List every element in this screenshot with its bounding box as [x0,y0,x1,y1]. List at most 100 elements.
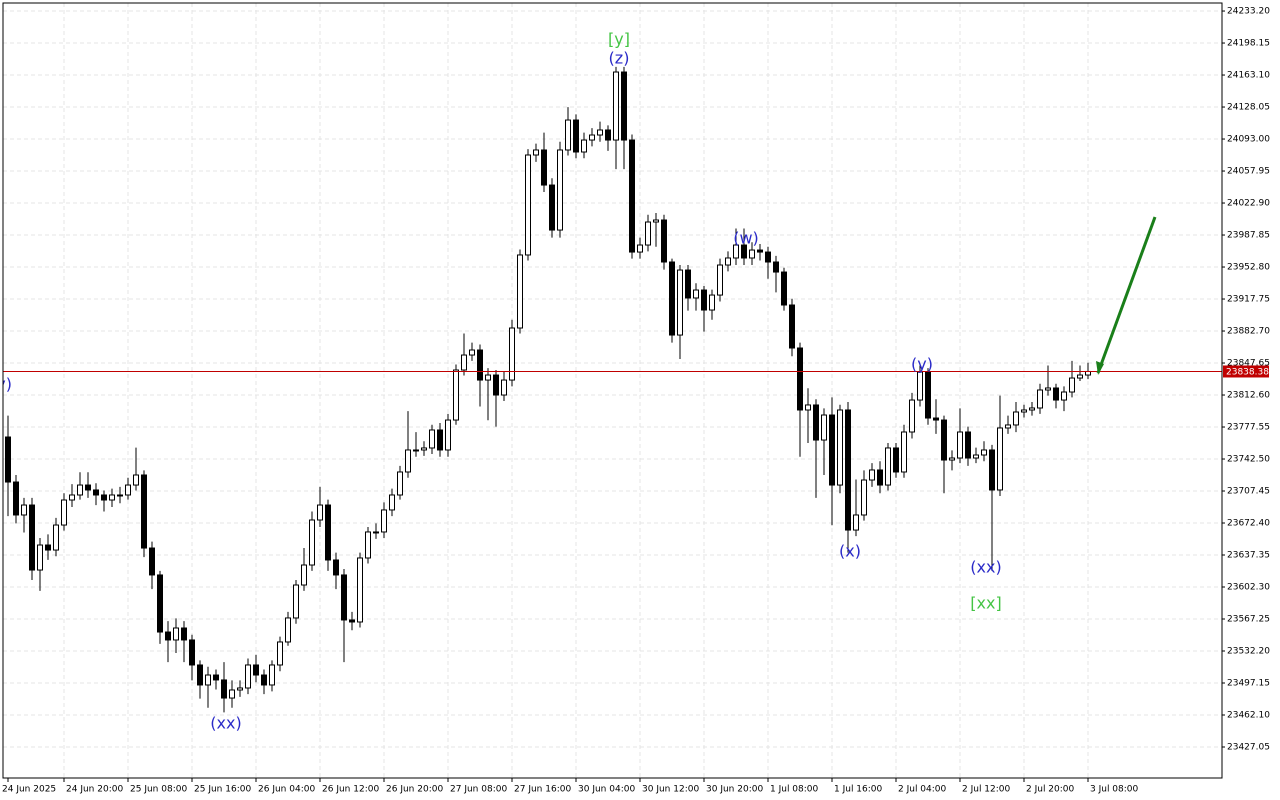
candle-body [981,449,987,456]
candle-body [557,149,563,231]
candle-body [637,244,643,253]
candle-body [589,134,595,141]
candle-body [997,427,1003,491]
candle-body [773,261,779,273]
y-tick-label: 24057.95 [1227,167,1270,177]
candle-body [109,494,115,501]
candle-body [77,484,83,496]
y-tick-label: 23847.65 [1227,359,1270,369]
candle-body [909,399,915,433]
candle-body [1029,407,1035,411]
candle-body [565,119,571,151]
candle-body [701,289,707,311]
y-tick-label: 23987.85 [1227,231,1270,241]
candle-body [917,371,923,401]
wave-label: (y) [911,355,933,374]
candle-body [405,449,411,473]
candle-body [389,494,395,511]
candle-body [141,474,147,549]
x-tick-label: 2 Jul 12:00 [962,785,1011,795]
candle-body [789,304,795,349]
candle-body [325,504,331,561]
candle-body [341,574,347,621]
candle-body [285,617,291,643]
candle-body [469,349,475,356]
wave-label: (xx) [210,714,241,733]
candle-body [1053,387,1059,401]
y-tick-label: 24093.00 [1227,135,1270,145]
candle-body [709,294,715,311]
forecast-arrow-head [1096,361,1104,375]
candle-body [613,71,619,141]
candle-body [525,154,531,256]
candle-body [357,557,363,623]
x-tick-label: 30 Jun 04:00 [578,785,635,795]
candle-body [621,71,627,141]
y-tick-label: 23462.10 [1227,711,1270,721]
candle-body [661,219,667,263]
candle-body [85,484,91,491]
candle-body [581,139,587,153]
candle-body [509,327,515,381]
candle-body [901,431,907,473]
candle-body [533,149,539,156]
candle-body [685,269,691,299]
y-tick-label: 24233.20 [1227,7,1270,17]
candle-body [821,414,827,441]
y-tick-label: 23812.60 [1227,391,1270,401]
candle-body [717,264,723,296]
candle-body [5,436,11,483]
current-price-box [1223,365,1269,378]
candle-body [317,504,323,521]
y-tick-label: 23777.55 [1227,423,1270,433]
candle-body [597,129,603,136]
candle-body [461,354,467,371]
candle-body [13,481,19,516]
candle-body [253,664,259,676]
candle-body [37,544,43,571]
candle-body [53,524,59,551]
candle-body [365,531,371,559]
candle-body [413,449,419,452]
y-tick-label: 23742.50 [1227,455,1270,465]
candle-body [725,257,731,266]
wave-label: [xx] [970,594,1001,613]
candle-body [205,674,211,686]
candle-body [309,519,315,566]
x-tick-label: 2 Jul 04:00 [898,785,947,795]
y-tick-label: 23952.80 [1227,263,1270,273]
candle-body [301,564,307,586]
candle-body [885,447,891,486]
x-tick-label: 30 Jun 12:00 [642,785,699,795]
candle-body [925,371,931,419]
y-tick-label: 23567.25 [1227,615,1270,625]
candle-body [549,184,555,231]
candle-body [541,149,547,186]
candle-body [869,469,875,481]
candle-body [1069,377,1075,393]
y-tick-label: 24128.05 [1227,103,1270,113]
x-tick-label: 24 Jun 2025 [2,785,56,795]
candle-body [29,504,35,571]
plot-frame [2,2,1223,779]
candle-body [677,269,683,336]
x-tick-label: 24 Jun 20:00 [66,785,123,795]
candle-body [757,249,763,253]
y-tick-label: 23532.20 [1227,647,1270,657]
candle-body [765,251,771,263]
candle-body [1037,389,1043,409]
candle-body [349,619,355,623]
candle-body [965,431,971,459]
candle-body [733,244,739,259]
candle-body [653,219,659,223]
candle-body [61,499,67,526]
candle-body [197,664,203,686]
candle-body [781,271,787,306]
candle-body [933,417,939,421]
candle-body [397,471,403,496]
y-tick-label: 24163.10 [1227,71,1270,81]
candle-body [269,664,275,686]
grid [3,3,1222,778]
candle-body [101,494,107,501]
